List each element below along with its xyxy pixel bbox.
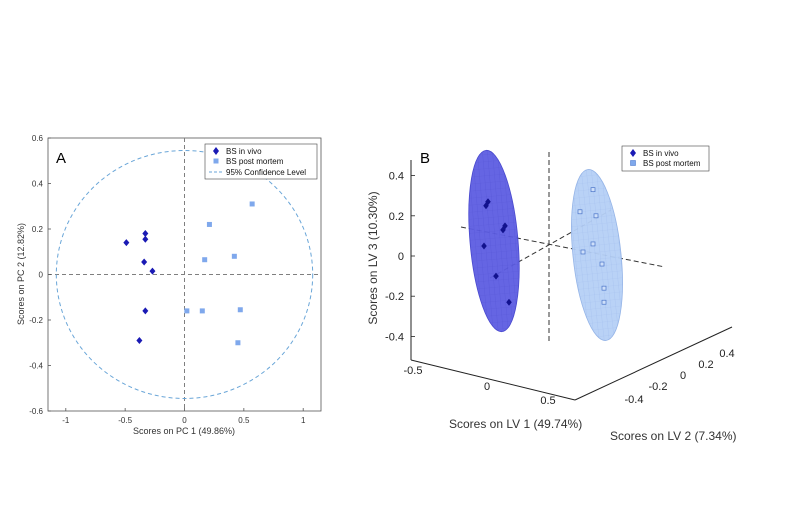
panel-a: -1 -0.5 0 0.5 1 0.6 0.4 0.2 0 -0.2 -0.4 -0.6 A Scor… xyxy=(16,134,322,436)
data-point-post-mortem xyxy=(237,307,243,313)
data-point-in-vivo xyxy=(500,226,506,234)
panel-a-y-tick-label: -0.4 xyxy=(29,362,43,371)
data-point-post-mortem xyxy=(231,253,237,259)
panel-b-y-tick-label: -0.4 xyxy=(385,331,404,343)
panel-b-z-axis-label: Scores on LV 2 (7.34%) xyxy=(610,429,737,443)
panel-a-y-tick-label: 0.6 xyxy=(32,134,44,143)
panel-b-y-tick-label: 0 xyxy=(398,251,404,263)
data-point-in-vivo xyxy=(141,258,148,266)
data-point-post-mortem xyxy=(202,257,208,263)
panel-a-label: A xyxy=(56,150,66,167)
panel-b-y-tick-label: 0.4 xyxy=(389,171,404,183)
data-point-post-mortem xyxy=(590,241,596,247)
panel-a-points xyxy=(123,201,255,346)
panel-a-axes xyxy=(48,138,321,411)
data-point-post-mortem xyxy=(601,299,607,305)
panel-a-x-axis-label: Scores on PC 1 (49.86%) xyxy=(133,426,235,436)
panel-a-y-tick-label: 0 xyxy=(39,271,44,280)
data-point-in-vivo xyxy=(142,235,149,243)
panel-a-ticks: -1 -0.5 0 0.5 1 0.6 0.4 0.2 0 -0.2 -0.4 -0.6 xyxy=(29,134,306,425)
panel-b-bottom-axis-line xyxy=(410,359,576,401)
panel-b-ticks: 0.4 0.2 0 -0.2 -0.4 -0.5 0 0.5 0.4 0.2 0 -0.2 -0.4 xyxy=(385,171,735,407)
legend-diamond-icon xyxy=(630,149,636,157)
panel-b-ellipsoid-in-vivo xyxy=(468,149,520,333)
panel-a-legend-post-mortem: BS post mortem xyxy=(226,157,284,166)
data-point-in-vivo xyxy=(142,307,149,315)
panel-b-y-tick-label: -0.2 xyxy=(385,291,404,303)
panel-b-legend-box xyxy=(621,145,710,172)
panel-b-legend: BS in vivo BS post mortem xyxy=(621,145,710,172)
data-point-post-mortem xyxy=(593,213,599,219)
panel-b-x-tick-label: -0.5 xyxy=(404,365,423,377)
panel-a-y-tick-label: -0.6 xyxy=(29,407,43,416)
panel-a-legend: BS in vivo BS post mortem 95% Confidence… xyxy=(204,143,318,180)
panel-a-legend-confidence: 95% Confidence Level xyxy=(226,168,306,177)
legend-diamond-icon xyxy=(213,147,219,155)
data-point-post-mortem xyxy=(199,308,205,314)
panel-b-z-tick-label: 0.2 xyxy=(698,359,713,371)
data-point-in-vivo xyxy=(506,298,512,306)
panel-b-points xyxy=(481,187,607,306)
panel-a-x-tick-label: -1 xyxy=(62,416,70,425)
data-point-post-mortem xyxy=(599,261,605,267)
data-point-in-vivo xyxy=(136,336,143,344)
panel-b-z-tick-label: -0.2 xyxy=(649,381,668,393)
panel-b-legend-post-mortem: BS post mortem xyxy=(643,159,701,168)
panel-b-x-axis-label: Scores on LV 1 (49.74%) xyxy=(449,417,582,431)
panel-b-z-tick-label: 0.4 xyxy=(719,348,734,360)
data-point-post-mortem xyxy=(249,201,255,207)
data-point-post-mortem xyxy=(184,308,190,314)
panel-a-legend-box xyxy=(204,143,318,180)
panel-b-label: B xyxy=(420,150,430,167)
data-point-post-mortem xyxy=(235,340,241,346)
data-point-post-mortem xyxy=(580,249,586,255)
panel-b-y-axis-label: Scores on LV 3 (10.30%) xyxy=(366,191,380,324)
data-point-in-vivo xyxy=(483,202,489,210)
panel-a-y-tick-label: -0.2 xyxy=(29,316,43,325)
data-point-in-vivo xyxy=(123,239,130,247)
data-point-post-mortem xyxy=(206,221,212,227)
data-point-post-mortem xyxy=(590,187,596,193)
legend-square-icon xyxy=(630,160,636,166)
panel-b-x-tick-label: 0.5 xyxy=(540,395,555,407)
panel-b-ellipsoid-post-mortem xyxy=(571,169,623,341)
panel-a-x-tick-label: -0.5 xyxy=(118,416,132,425)
data-point-in-vivo xyxy=(142,230,149,238)
panel-a-confidence-ellipse xyxy=(55,150,314,399)
panel-b-z-tick-label: -0.4 xyxy=(625,394,644,406)
panel-a-x-tick-label: 0 xyxy=(182,416,187,425)
panel-a-legend-in-vivo: BS in vivo xyxy=(226,147,262,156)
data-point-post-mortem xyxy=(577,209,583,215)
panel-b-depth-axis-line xyxy=(574,326,733,401)
panel-a-y-axis-label: Scores on PC 2 (12.82%) xyxy=(16,223,26,325)
panel-a-y-tick-label: 0.2 xyxy=(32,225,44,234)
data-point-post-mortem xyxy=(601,285,607,291)
panel-a-x-tick-label: 0.5 xyxy=(238,416,250,425)
panel-a-y-tick-label: 0.4 xyxy=(32,180,44,189)
panel-b-z-tick-label: 0 xyxy=(680,370,686,382)
panel-b-x-tick-label: 0 xyxy=(484,381,490,393)
panel-b-y-tick-label: 0.2 xyxy=(389,211,404,223)
panel-b-legend-in-vivo: BS in vivo xyxy=(643,149,679,158)
panel-b: B 0.4 0.2 0 -0.2 -0.4 -0.5 0 0.5 0.4 0.2 0 -0.2 -0.4… xyxy=(366,145,737,443)
data-point-in-vivo xyxy=(149,267,156,275)
data-point-in-vivo xyxy=(493,272,499,280)
data-point-in-vivo xyxy=(481,242,487,250)
panel-a-x-tick-label: 1 xyxy=(301,416,306,425)
legend-square-icon xyxy=(213,158,219,164)
